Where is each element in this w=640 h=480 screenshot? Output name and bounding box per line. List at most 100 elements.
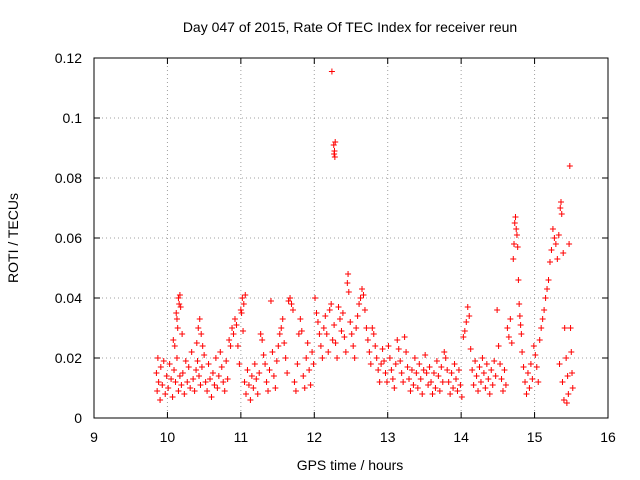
data-point bbox=[357, 295, 364, 301]
data-point bbox=[549, 226, 556, 232]
data-point bbox=[504, 325, 511, 331]
data-point bbox=[428, 379, 435, 385]
data-point bbox=[168, 376, 175, 382]
data-point bbox=[476, 364, 483, 370]
data-point bbox=[310, 361, 317, 367]
data-point bbox=[323, 331, 330, 337]
data-point bbox=[205, 361, 212, 367]
data-point bbox=[447, 391, 454, 397]
data-point bbox=[366, 349, 373, 355]
x-tick-label: 15 bbox=[527, 429, 543, 445]
data-point bbox=[223, 358, 230, 364]
data-point bbox=[445, 379, 452, 385]
data-point bbox=[317, 343, 324, 349]
data-point bbox=[360, 292, 367, 298]
data-point bbox=[403, 349, 410, 355]
data-point bbox=[179, 370, 186, 376]
data-point bbox=[407, 388, 414, 394]
data-point bbox=[190, 376, 197, 382]
data-point bbox=[351, 355, 358, 361]
data-point bbox=[336, 316, 343, 322]
data-point bbox=[240, 301, 247, 307]
data-point bbox=[287, 295, 294, 301]
x-tick-label: 11 bbox=[234, 429, 249, 445]
data-point bbox=[301, 385, 308, 391]
data-point bbox=[187, 385, 194, 391]
data-point bbox=[297, 316, 304, 322]
data-point bbox=[507, 316, 514, 322]
data-point bbox=[554, 256, 561, 262]
data-point bbox=[382, 370, 389, 376]
data-point bbox=[227, 343, 234, 349]
data-point bbox=[495, 343, 502, 349]
data-point bbox=[370, 331, 377, 337]
data-point bbox=[436, 388, 443, 394]
data-point bbox=[429, 391, 436, 397]
data-point bbox=[242, 391, 249, 397]
data-point bbox=[356, 301, 363, 307]
data-point bbox=[188, 349, 195, 355]
data-point bbox=[300, 373, 307, 379]
data-point bbox=[207, 376, 214, 382]
data-point bbox=[514, 244, 521, 250]
data-point bbox=[176, 301, 183, 307]
data-point bbox=[178, 382, 185, 388]
data-point bbox=[195, 325, 202, 331]
data-point bbox=[197, 382, 204, 388]
data-point bbox=[378, 361, 385, 367]
data-point bbox=[404, 364, 411, 370]
data-point bbox=[329, 337, 336, 343]
data-point bbox=[458, 394, 465, 400]
y-tick-label: 0 bbox=[74, 410, 82, 426]
data-point bbox=[179, 331, 186, 337]
data-point bbox=[548, 247, 555, 253]
data-point bbox=[438, 364, 445, 370]
data-point bbox=[208, 394, 215, 400]
data-point bbox=[455, 367, 462, 373]
data-point bbox=[335, 304, 342, 310]
x-tick-label: 9 bbox=[90, 429, 98, 445]
data-point bbox=[439, 379, 446, 385]
data-point bbox=[344, 280, 351, 286]
data-point bbox=[176, 292, 183, 298]
data-point bbox=[398, 370, 405, 376]
data-point bbox=[231, 316, 238, 322]
data-point bbox=[497, 361, 504, 367]
data-point bbox=[331, 322, 338, 328]
data-point bbox=[394, 337, 401, 343]
data-point bbox=[483, 361, 490, 367]
data-point bbox=[304, 340, 311, 346]
data-point bbox=[406, 376, 413, 382]
data-point bbox=[345, 289, 352, 295]
data-point bbox=[541, 307, 548, 313]
data-point bbox=[316, 331, 323, 337]
data-point bbox=[501, 367, 508, 373]
data-point bbox=[175, 388, 182, 394]
data-point bbox=[269, 349, 276, 355]
data-point bbox=[154, 388, 161, 394]
data-point bbox=[276, 331, 283, 337]
data-point bbox=[170, 337, 177, 343]
data-point bbox=[174, 325, 181, 331]
data-point bbox=[417, 376, 424, 382]
data-point bbox=[350, 343, 357, 349]
data-point bbox=[157, 364, 164, 370]
data-point bbox=[432, 385, 439, 391]
data-point bbox=[488, 367, 495, 373]
grid-layer bbox=[94, 58, 608, 418]
data-point bbox=[176, 373, 183, 379]
data-point bbox=[282, 355, 289, 361]
data-point bbox=[262, 361, 269, 367]
data-point bbox=[444, 367, 451, 373]
data-point bbox=[555, 232, 562, 238]
data-point bbox=[517, 322, 524, 328]
data-point bbox=[229, 325, 236, 331]
data-point bbox=[251, 361, 258, 367]
data-point bbox=[546, 259, 553, 265]
data-point bbox=[413, 370, 420, 376]
data-point bbox=[320, 325, 327, 331]
data-point bbox=[566, 163, 573, 169]
data-point bbox=[485, 376, 492, 382]
data-point bbox=[558, 199, 565, 205]
data-point bbox=[259, 337, 266, 343]
